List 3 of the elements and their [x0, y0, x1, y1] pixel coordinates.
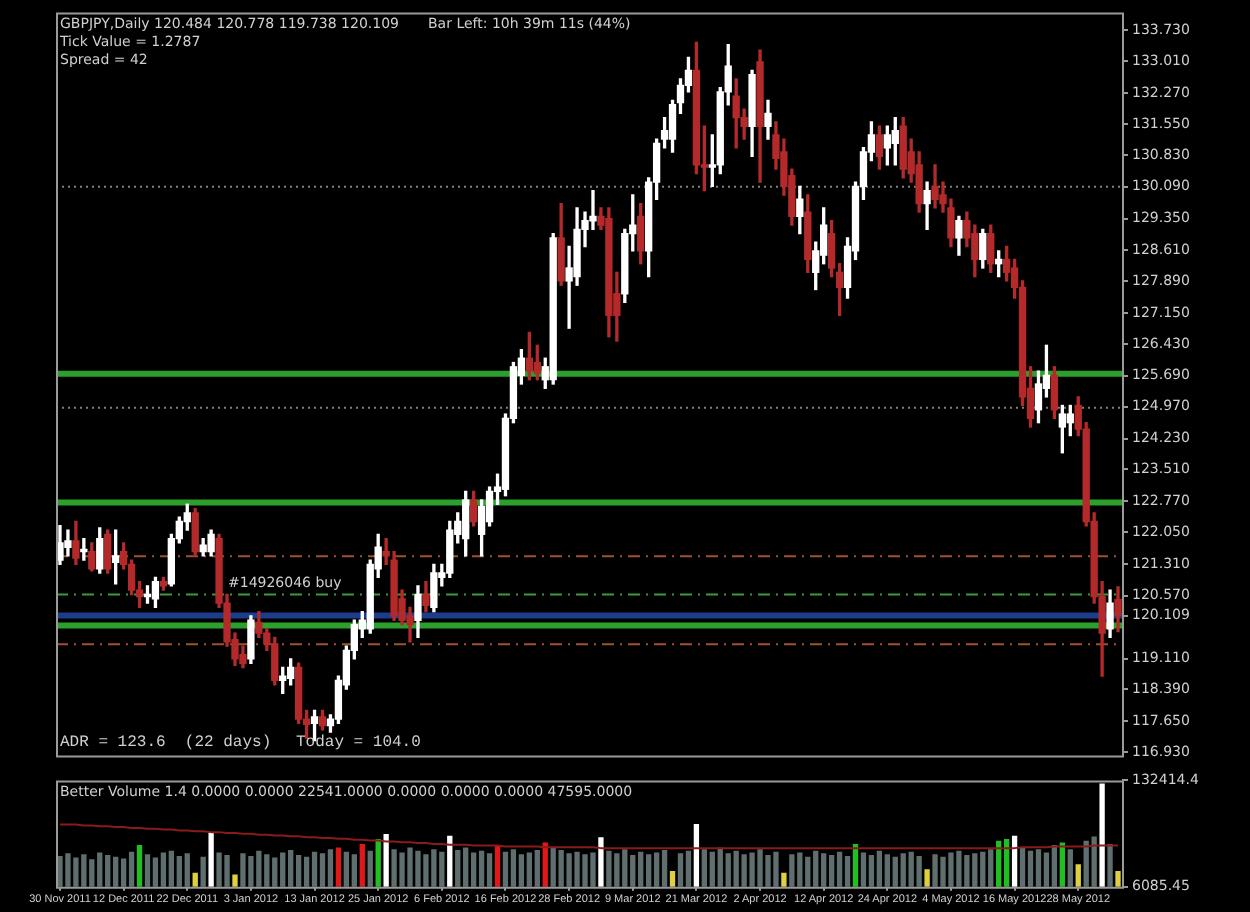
annotation: Today = 104.0 [296, 733, 422, 752]
candlestick [80, 537, 88, 561]
annotation: ADR = 123.6 (22 days) [60, 733, 272, 752]
